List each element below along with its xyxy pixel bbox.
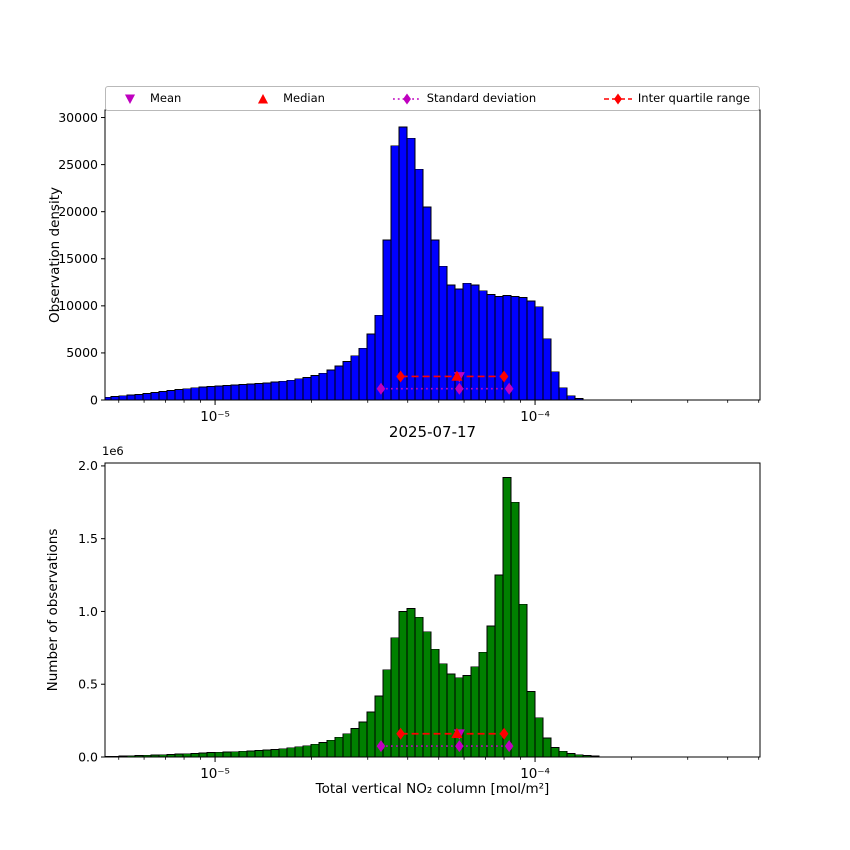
svg-text:25000: 25000 (58, 157, 98, 172)
svg-text:10⁻⁴: 10⁻⁴ (520, 766, 550, 782)
svg-text:10⁻⁵: 10⁻⁵ (200, 409, 230, 425)
svg-text:0.5: 0.5 (78, 677, 98, 692)
legend-item-mean: Mean (115, 92, 181, 106)
legend-item-label: Inter quartile range (637, 90, 750, 105)
y-axis-label-top: Observation density (47, 187, 63, 323)
svg-text:0.0: 0.0 (78, 749, 98, 764)
svg-text:5000: 5000 (66, 345, 98, 360)
median-marker-icon (258, 93, 269, 103)
standard-deviation-marker-icon (392, 93, 421, 104)
observation-density-histogram-bars (105, 126, 584, 400)
svg-text:15000: 15000 (58, 251, 98, 266)
chart-title: 2025-07-17 (388, 423, 477, 441)
svg-text:2.0: 2.0 (78, 458, 98, 473)
mean-marker-icon (124, 94, 136, 104)
svg-text:20000: 20000 (58, 204, 98, 219)
legend-item-label: Mean (150, 90, 182, 105)
svg-text:1.5: 1.5 (78, 531, 98, 546)
legend: Mean Median Standard deviation Inter quarti… (105, 86, 760, 111)
svg-text:0: 0 (90, 392, 98, 407)
svg-text:30000: 30000 (58, 110, 98, 125)
legend-item-label: Median (283, 90, 325, 105)
svg-text:10000: 10000 (58, 298, 98, 313)
y-axis-offset-label: 1e6 (102, 444, 124, 458)
svg-text:10⁻⁵: 10⁻⁵ (200, 766, 230, 782)
legend-item-inter-quartile-range: Inter quartile range (603, 92, 750, 106)
inter-quartile-range-marker-icon (603, 93, 632, 104)
svg-text:10⁻⁴: 10⁻⁴ (520, 409, 550, 425)
svg-text:1.0: 1.0 (78, 604, 98, 619)
legend-item-median: Median (248, 92, 325, 106)
observation-density-histogram-stat-markers (376, 370, 514, 395)
legend-item-label: Standard deviation (426, 90, 537, 105)
number-of-observations-histogram-stat-markers (376, 727, 514, 753)
number-of-observations-histogram-bars (105, 477, 600, 757)
number-of-observations-histogram: 0.0 0.5 1.0 1.5 2.0 10⁻⁵ 10⁻⁴ (78, 458, 761, 782)
x-axis-label: Total vertical NO₂ column [mol/m²] (315, 781, 550, 797)
observation-density-histogram: 0 5000 10000 15000 20000 25000 30000 10⁻⁵ 10⁻⁴ (58, 109, 761, 425)
legend-item-standard-deviation: Standard deviation (392, 92, 536, 106)
y-axis-label-bottom: Number of observations (45, 528, 61, 692)
